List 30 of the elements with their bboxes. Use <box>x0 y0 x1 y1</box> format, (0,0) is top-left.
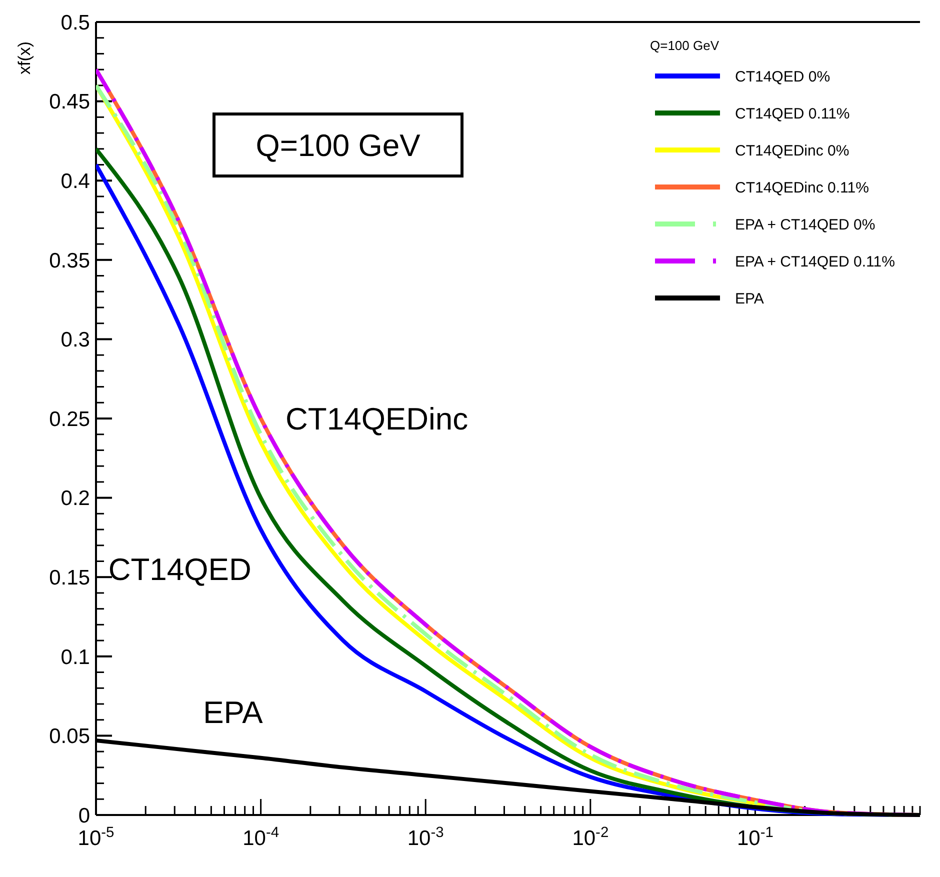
x-tick-label: 10$^{-3}$ <box>407 825 444 850</box>
x-tick-label: 10$^{-2}$ <box>572 825 609 850</box>
y-tick-label: 0.5 <box>60 11 90 34</box>
legend-label: CT14QEDinc 0% <box>735 142 850 160</box>
annotation: Q=100 GeV <box>256 128 421 163</box>
legend-label: CT14QEDinc 0.11% <box>735 179 869 196</box>
y-tick-label: 0.45 <box>49 90 90 114</box>
y-tick-label: 0.1 <box>60 646 90 669</box>
x-tick-label: 10$^{-5}$ <box>78 825 114 850</box>
y-tick-label: 0.35 <box>49 249 90 272</box>
annotation: EPA <box>203 694 264 730</box>
x-tick-label: 10$^{-4}$ <box>242 825 280 850</box>
legend-label: CT14QED 0% <box>735 68 830 86</box>
legend-label: EPA + CT14QED 0% <box>735 216 876 234</box>
y-tick-label: 0.15 <box>49 566 90 590</box>
legend-label: CT14QED 0.11% <box>735 105 850 122</box>
annotation: CT14QEDinc <box>286 401 468 436</box>
y-tick-label: 0.2 <box>60 487 90 510</box>
y-tick-label: 0.25 <box>49 408 90 431</box>
legend-label: EPA + CT14QED 0.11% <box>735 253 895 270</box>
y-tick-label: 0.4 <box>60 170 90 193</box>
y-axis-title: xf(x) <box>15 41 34 75</box>
y-tick-label: 0.05 <box>49 725 90 748</box>
legend-label: EPA <box>735 290 764 308</box>
annotation: CT14QED <box>108 552 252 588</box>
label-box: Q=100 GeV <box>212 112 464 178</box>
legend-title: Q=100 GeV <box>650 38 720 53</box>
x-tick-label: 10$^{-1}$ <box>736 825 774 850</box>
y-tick-label: 0.3 <box>60 328 90 352</box>
y-tick-label: 0 <box>78 804 90 828</box>
